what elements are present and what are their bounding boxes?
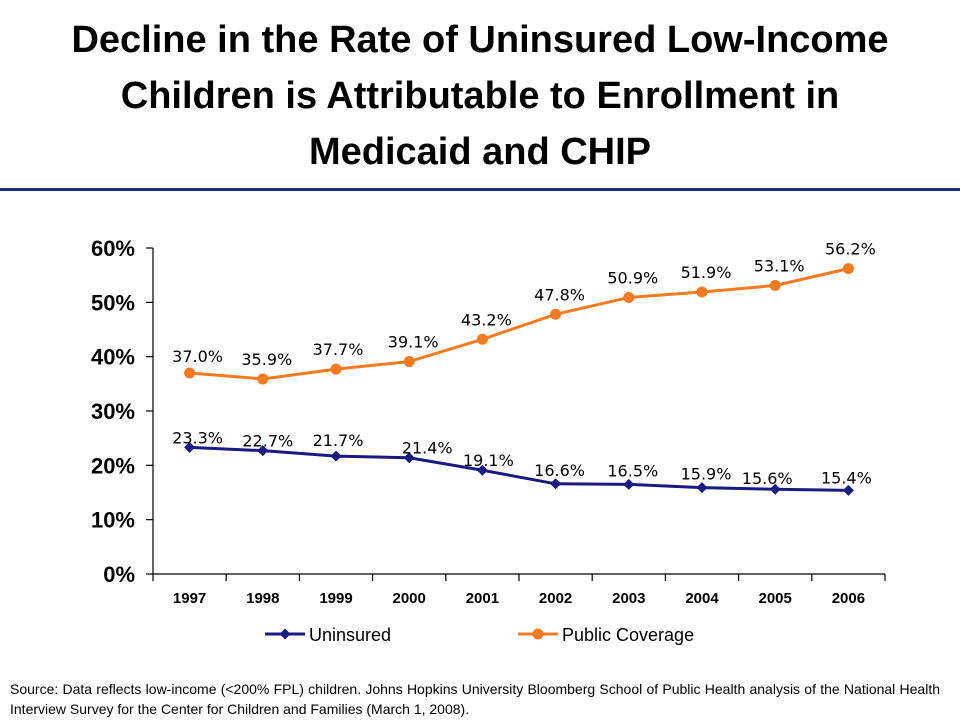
x-tick-label: 2000: [393, 590, 426, 607]
data-label-uninsured: 19.1%: [463, 451, 514, 470]
data-label-public: 37.0%: [172, 347, 223, 366]
y-tick-label: 20%: [91, 453, 135, 478]
data-label-public: 37.7%: [313, 340, 364, 359]
data-label-uninsured: 16.5%: [607, 461, 658, 480]
x-tick-label: 1997: [173, 590, 206, 607]
y-tick-label: 60%: [91, 236, 135, 261]
data-label-uninsured: 21.7%: [313, 431, 364, 450]
data-point-public: [257, 373, 269, 385]
data-label-public: 56.2%: [825, 240, 876, 259]
page-title: Decline in the Rate of Uninsured Low-Inc…: [71, 19, 889, 173]
x-tick-label: 2001: [466, 590, 499, 607]
title-divider: [0, 188, 960, 191]
data-point-uninsured: [403, 452, 415, 464]
data-point-public: [550, 308, 562, 320]
data-label-uninsured: 15.9%: [681, 465, 732, 484]
data-point-public: [184, 367, 196, 379]
data-point-uninsured: [623, 478, 635, 490]
x-tick-label: 2003: [612, 590, 645, 607]
data-label-public: 53.1%: [754, 256, 805, 275]
data-point-public: [403, 356, 415, 368]
x-tick-label: 1999: [319, 590, 352, 607]
legend-label-public: Public Coverage: [562, 625, 694, 645]
data-point-uninsured: [184, 441, 196, 453]
data-point-uninsured: [257, 445, 269, 457]
data-point-uninsured: [769, 483, 781, 495]
data-label-uninsured: 21.4%: [402, 439, 453, 458]
chart-series: [184, 263, 854, 496]
x-tick-label: 1998: [246, 590, 279, 607]
data-label-public: 50.9%: [607, 268, 658, 287]
chart-legend: Uninsured Public Coverage: [265, 625, 694, 645]
data-point-uninsured: [550, 478, 562, 490]
series-line-uninsured: [189, 445, 849, 492]
chart-axes: 0% 10% 20% 30% 40% 50% 60% 1997 1998 1999 2000 2001…: [91, 236, 886, 607]
data-point-public: [696, 286, 708, 298]
y-tick-label: 0%: [103, 562, 135, 587]
data-label-public: 35.9%: [241, 350, 292, 369]
data-point-public: [330, 363, 342, 375]
y-tick-label: 50%: [91, 290, 135, 315]
data-point-uninsured: [842, 484, 854, 496]
legend-marker-uninsured: [279, 628, 291, 640]
x-tick-label: 2004: [685, 590, 719, 607]
data-label-public: 51.9%: [681, 263, 732, 282]
data-label-public: 39.1%: [388, 333, 439, 352]
x-tick-label: 2002: [539, 590, 572, 607]
data-label-uninsured: 16.6%: [534, 461, 585, 480]
chart-data-labels: 23.3% 22.7% 21.7% 21.4% 19.1% 16.6% 16.5% 15.9%…: [172, 240, 876, 489]
data-point-public: [769, 279, 781, 291]
data-label-uninsured: 23.3%: [172, 428, 223, 447]
source-note: Source: Data reflects low-income (<200% …: [10, 681, 940, 717]
series-line-public: [189, 267, 849, 381]
data-label-uninsured: 22.7%: [242, 432, 293, 451]
line-chart: 0% 10% 20% 30% 40% 50% 60% 1997 1998 1999 2000 2001…: [91, 236, 886, 645]
data-label-uninsured: 15.4%: [821, 468, 872, 487]
data-label-uninsured: 15.6%: [742, 469, 793, 488]
data-point-uninsured: [696, 482, 708, 494]
y-tick-label: 40%: [91, 345, 135, 370]
y-tick-label: 10%: [91, 508, 135, 533]
legend-marker-public: [532, 628, 544, 640]
data-point-public: [476, 333, 488, 345]
data-point-public: [842, 263, 854, 275]
data-point-public: [623, 291, 635, 303]
legend-label-uninsured: Uninsured: [309, 625, 391, 645]
data-point-uninsured: [476, 464, 488, 476]
data-label-public: 47.8%: [534, 285, 585, 304]
y-tick-label: 30%: [91, 399, 135, 424]
data-label-public: 43.2%: [461, 310, 512, 329]
data-point-uninsured: [330, 450, 342, 462]
x-tick-label: 2005: [759, 590, 792, 607]
x-tick-label: 2006: [832, 590, 865, 607]
